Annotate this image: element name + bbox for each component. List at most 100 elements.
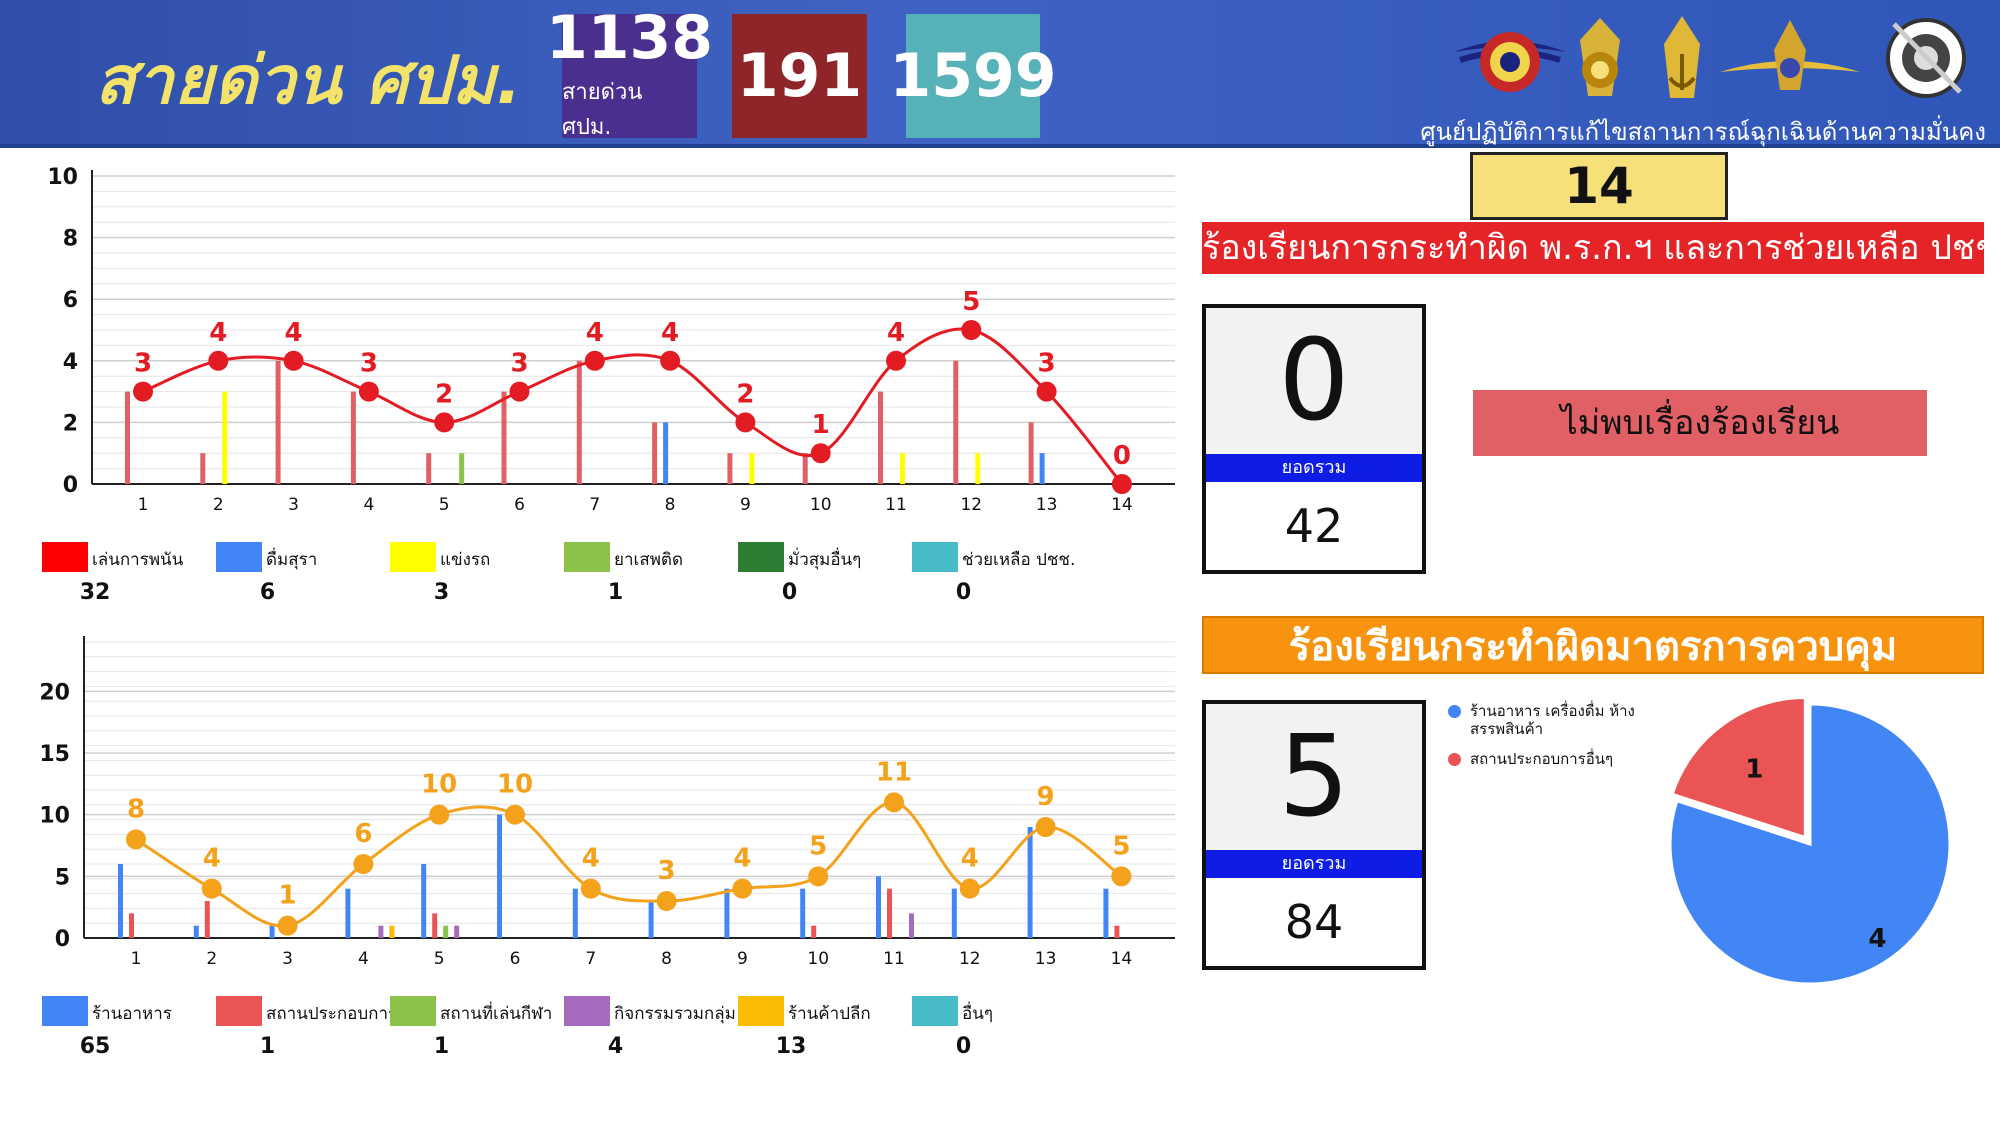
section-title-violations: ร้องเรียนการกระทำผิด พ.ร.ก.ฯ และการช่วยเ… (1202, 222, 1984, 274)
bar (951, 888, 957, 938)
x-tick-label: 2 (213, 495, 224, 515)
stat-total-label: ยอดรวม (1206, 454, 1422, 482)
y-tick-label: 20 (39, 680, 70, 705)
navy-seal-icon (1664, 16, 1700, 98)
bar (118, 864, 123, 938)
x-tick-label: 13 (1036, 495, 1058, 515)
bar (345, 888, 351, 938)
data-label: 4 (961, 844, 979, 874)
legend-item: อื่นๆ 0 (910, 996, 1080, 1066)
data-label: 4 (203, 844, 221, 874)
hotline-subtitle: สายด่วน ศปม. (562, 80, 643, 140)
legend-item: ช่วยเหลือ ปชช. 0 (910, 542, 1080, 612)
data-label: 9 (1037, 782, 1055, 812)
legend-label: กิจกรรมรวมกลุ่ม (614, 1004, 736, 1024)
data-label: 5 (1112, 831, 1130, 861)
legend-item: สถานที่เล่นกีฬา 1 (388, 996, 558, 1066)
line-point (133, 381, 153, 402)
hotline-number: 1138 (546, 3, 713, 73)
section-title-control-measures: ร้องเรียนกระทำผิดมาตรการควบคุม (1202, 616, 1984, 674)
data-label: 4 (661, 318, 679, 348)
y-tick-label: 0 (55, 927, 70, 952)
legend-swatch (42, 996, 88, 1026)
x-tick-label: 1 (138, 495, 149, 515)
pie-slice (1670, 696, 1807, 840)
bar (1103, 888, 1109, 938)
x-tick-label: 10 (810, 495, 832, 515)
legend-total: 0 (955, 1034, 972, 1059)
legend-control-measures: ร้านอาหาร 65 สถานประกอบการฯ 1 สถานที่เล่นกีฬ… (40, 996, 1200, 1066)
bar (501, 391, 507, 484)
bar (900, 453, 905, 484)
legend-label: แข่งรถ (440, 550, 491, 570)
legend-swatch (564, 542, 610, 572)
y-tick-label: 5 (55, 865, 70, 890)
hotline-191[interactable]: 191 (732, 14, 867, 138)
bar (204, 901, 210, 938)
legend-swatch (42, 542, 88, 572)
data-label: 2 (736, 379, 754, 409)
line-point (1036, 381, 1057, 402)
pie-slice (1668, 702, 1952, 986)
line-point (505, 804, 525, 825)
bar (727, 453, 733, 484)
line-point (1111, 474, 1132, 494)
legend-total: 3 (433, 580, 450, 605)
bar (378, 925, 384, 938)
pie-slice-label: 1 (1745, 754, 1763, 784)
line-point (201, 878, 222, 899)
x-tick-label: 11 (885, 495, 907, 515)
hotline-1138[interactable]: 1138 สายด่วน ศปม. (546, 8, 713, 140)
line-point (808, 866, 829, 887)
line-point (283, 350, 304, 371)
line-point (1111, 866, 1132, 887)
hotline-1599[interactable]: 1599 (890, 14, 1057, 138)
data-label: 4 (209, 318, 227, 348)
line-point (509, 381, 530, 402)
army-seal-icon (1580, 18, 1620, 96)
line-point (434, 412, 455, 433)
stat-today-value: 0 (1206, 308, 1422, 454)
data-label: 4 (887, 318, 905, 348)
pie-chart: 41 (1668, 696, 1952, 986)
data-label: 3 (360, 349, 378, 379)
x-tick-label: 1 (131, 949, 142, 969)
data-label: 11 (876, 757, 912, 787)
legend-label: ยาเสพติด (614, 550, 683, 570)
bar (876, 876, 881, 938)
bar (878, 391, 883, 484)
legend-swatch (216, 542, 262, 572)
bar (572, 888, 578, 938)
line-point (656, 891, 677, 911)
x-tick-label: 8 (661, 949, 672, 969)
x-tick-label: 9 (740, 495, 751, 515)
legend-dot-icon (1448, 753, 1461, 766)
legend-label: เล่นการพนัน (92, 550, 184, 570)
legend-swatch (390, 996, 436, 1026)
bar (800, 888, 806, 938)
legend-item: ดื่มสุรา 6 (214, 542, 384, 612)
x-tick-label: 3 (288, 495, 299, 515)
legend-swatch (912, 542, 958, 572)
pie-legend-item: สถานประกอบการอื่นๆ (1448, 750, 1648, 768)
bar (426, 453, 432, 484)
bar (497, 814, 502, 938)
bar (269, 925, 275, 938)
bar (1028, 422, 1034, 484)
bar (811, 925, 817, 938)
legend-label: สถานประกอบการฯ (266, 1004, 407, 1024)
stat-total-value: 42 (1284, 499, 1344, 553)
x-tick-label: 12 (960, 495, 982, 515)
bar (648, 901, 654, 938)
line-point (959, 878, 980, 899)
data-label: 3 (510, 349, 528, 379)
y-tick-label: 4 (63, 350, 78, 375)
legend-label: ช่วยเหลือ ปชช. (962, 550, 1076, 570)
x-tick-label: 7 (585, 949, 596, 969)
bar (1027, 827, 1033, 938)
x-tick-label: 8 (665, 495, 676, 515)
legend-violations: เล่นการพนัน 32 ดื่มสุรา 6 แข่งรถ 3 ยาเสพติด 1 มั… (40, 542, 1200, 612)
header-bar: สายด่วน ศปม. 1138 สายด่วน ศปม. 191 1599 (0, 0, 2000, 148)
x-tick-label: 14 (1111, 949, 1133, 969)
data-label: 4 (733, 844, 751, 874)
